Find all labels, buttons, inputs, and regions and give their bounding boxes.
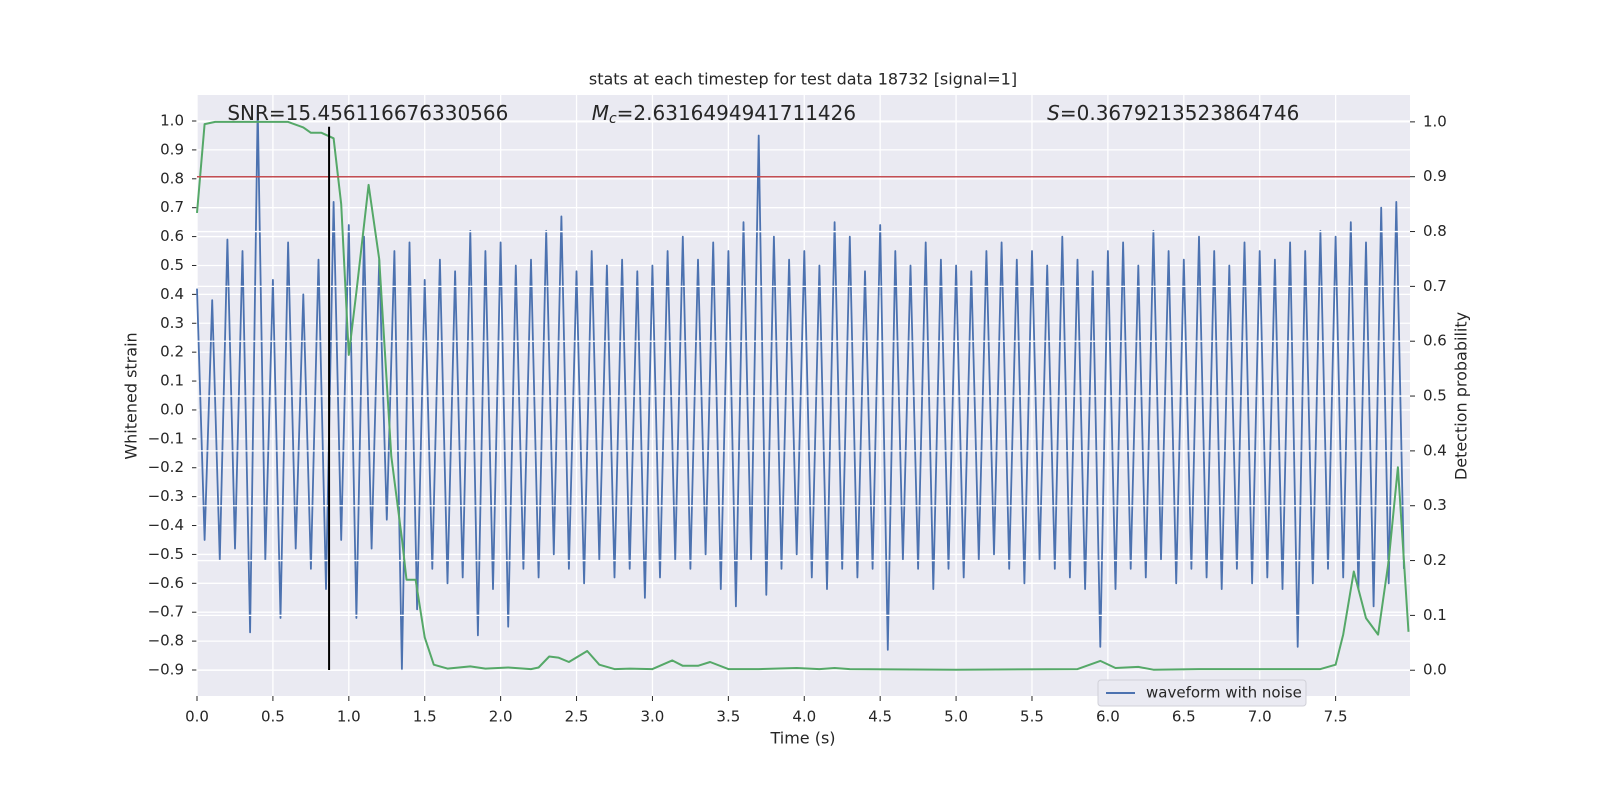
y-tick-label: 0.4 <box>160 285 184 303</box>
y2-tick-label: 0.0 <box>1423 661 1447 679</box>
annotation-symbol: S <box>1047 101 1060 125</box>
y-tick-label: 0.9 <box>160 140 184 158</box>
annotation-text: SNR=15.456116676330566 <box>227 101 508 125</box>
annotation-text: =2.6316494941711426 <box>617 101 856 125</box>
x-tick-label: 1.5 <box>413 708 437 726</box>
y-tick-label: −0.5 <box>148 545 184 563</box>
y-tick-label: 0.7 <box>160 198 184 216</box>
y2-tick-label: 0.9 <box>1423 167 1447 185</box>
y2-tick-label: 0.8 <box>1423 222 1447 240</box>
y-tick-label: 0.3 <box>160 314 184 332</box>
y-tick-label: 0.6 <box>160 227 184 245</box>
legend-box <box>1097 679 1307 707</box>
x-tick-label: 4.0 <box>792 708 816 726</box>
y-tick-label: −0.1 <box>148 429 184 447</box>
y2-tick-label: 0.3 <box>1423 496 1447 514</box>
y-tick-label: −0.2 <box>148 458 184 476</box>
probability-line <box>196 120 1410 671</box>
x-tick-label: 0.5 <box>261 708 285 726</box>
y2-tick-label: 0.2 <box>1423 551 1447 569</box>
x-tick-label: 5.5 <box>1020 708 1044 726</box>
x-tick-label: 3.5 <box>716 708 740 726</box>
y-tick-label: −0.9 <box>148 660 184 678</box>
annotation-symbol: M <box>592 101 609 125</box>
x-axis-label: Time (s) <box>769 729 835 748</box>
y-tick-label: −0.6 <box>148 574 184 592</box>
x-tick-label: 6.0 <box>1096 708 1120 726</box>
annotation: S=0.3679213523864746 <box>1047 101 1299 125</box>
y-tick-label: −0.4 <box>148 516 184 534</box>
y-tick-label: 0.0 <box>160 400 184 418</box>
y2-tick-label: 0.1 <box>1423 606 1447 624</box>
y-tick-label: −0.8 <box>148 632 184 650</box>
annotation-subscript: c <box>609 111 617 127</box>
y-tick-label: −0.7 <box>148 603 184 621</box>
y-tick-label: 1.0 <box>160 112 184 130</box>
y-tick-label: 0.5 <box>160 256 184 274</box>
legend-label: waveform with noise <box>1146 684 1302 702</box>
y-tick-label: 0.1 <box>160 372 184 390</box>
y2-tick-label: 0.6 <box>1423 332 1447 350</box>
x-tick-label: 3.0 <box>641 708 665 726</box>
y2-axis-label: Detection probability <box>1452 312 1471 480</box>
y2-tick-label: 0.4 <box>1423 441 1447 459</box>
x-tick-label: 4.5 <box>868 708 892 726</box>
x-tick-label: 0.0 <box>185 708 209 726</box>
y-tick-label: 0.8 <box>160 169 184 187</box>
waveform-line <box>196 105 1405 671</box>
y-tick-label: 0.2 <box>160 343 184 361</box>
x-tick-label: 6.5 <box>1172 708 1196 726</box>
annotation: Mc=2.6316494941711426 <box>592 101 856 128</box>
y2-tick-label: 0.7 <box>1423 277 1447 295</box>
x-tick-label: 2.5 <box>565 708 589 726</box>
x-tick-label: 7.5 <box>1324 708 1348 726</box>
y-tick-label: −0.3 <box>148 487 184 505</box>
x-tick-label: 5.0 <box>944 708 968 726</box>
annotation-text: =0.3679213523864746 <box>1060 101 1299 125</box>
x-tick-label: 1.0 <box>337 708 361 726</box>
x-tick-label: 7.0 <box>1248 708 1272 726</box>
y2-tick-label: 0.5 <box>1423 387 1447 405</box>
y-axis-label: Whitened strain <box>122 332 141 459</box>
x-tick-label: 2.0 <box>489 708 513 726</box>
annotation: SNR=15.456116676330566 <box>227 101 508 125</box>
chart-title: stats at each timestep for test data 187… <box>589 70 1017 89</box>
y2-tick-label: 1.0 <box>1423 112 1447 130</box>
